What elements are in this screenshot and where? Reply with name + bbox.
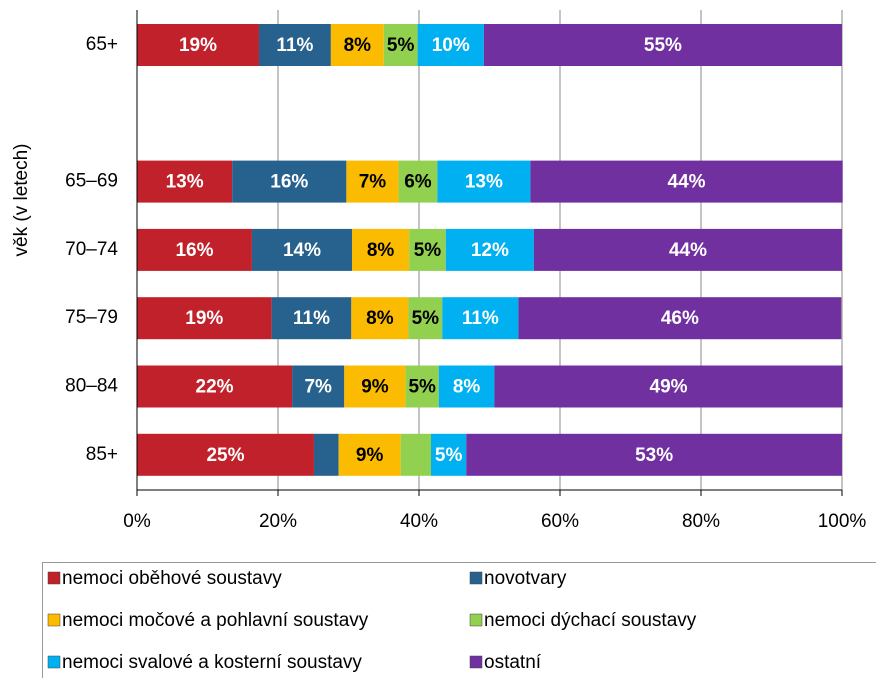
bar-segment — [258, 24, 331, 66]
bar-segment — [292, 365, 345, 408]
legend-label: ostatní — [484, 652, 542, 673]
x-tick-label: 40% — [400, 511, 438, 532]
x-tick-label: 20% — [259, 511, 297, 532]
bar-segment — [533, 228, 842, 271]
bar-segment — [409, 228, 446, 271]
value-label: 11% — [293, 308, 330, 329]
bar-segment — [430, 433, 467, 476]
value-label: 5% — [387, 35, 415, 56]
bar-segment — [232, 160, 347, 203]
value-label: 9% — [361, 377, 389, 398]
value-label: 5% — [435, 445, 463, 466]
y-axis-label: věk (v letech) — [11, 144, 32, 257]
bar-segment — [438, 365, 495, 408]
legend-swatch — [469, 655, 483, 669]
value-label: 8% — [344, 35, 372, 56]
bar-segment — [137, 228, 252, 271]
value-label: 11% — [462, 308, 499, 329]
y-tick-label: 85+ — [86, 444, 118, 465]
bar-segment — [405, 365, 439, 408]
legend-label: nemoci oběhové soustavy — [62, 568, 282, 589]
legend-swatch — [47, 571, 61, 585]
bar-segment — [137, 297, 272, 340]
y-tick-label: 65+ — [86, 34, 118, 55]
value-label: 12% — [471, 240, 509, 261]
bar-segment — [338, 433, 401, 476]
legend-swatch — [47, 655, 61, 669]
legend-label: novotvary — [484, 568, 567, 589]
value-label: 55% — [644, 35, 682, 56]
value-label: 5% — [414, 240, 442, 261]
bar-segment — [344, 365, 406, 408]
bar-segment — [445, 228, 534, 271]
value-label: 8% — [453, 377, 481, 398]
value-label: 16% — [175, 240, 213, 261]
bar-segment — [251, 228, 353, 271]
bar-segment — [137, 433, 314, 476]
legend-box — [42, 562, 876, 678]
value-label: 8% — [367, 240, 395, 261]
legend-label: nemoci močové a pohlavní soustavy — [62, 610, 369, 631]
value-label: 19% — [185, 308, 223, 329]
bar-segment — [346, 160, 399, 203]
x-tick-label: 0% — [123, 511, 151, 532]
value-label: 7% — [359, 172, 387, 193]
y-tick-label: 65–69 — [65, 171, 118, 192]
bar-segment — [137, 160, 233, 203]
value-label: 5% — [408, 377, 436, 398]
legend-swatch — [47, 613, 61, 627]
value-label: 46% — [661, 308, 699, 329]
bar-segment — [494, 365, 843, 408]
legend-swatch — [469, 571, 483, 585]
y-tick-label: 70–74 — [65, 239, 118, 260]
value-label: 19% — [179, 35, 217, 56]
value-label: 8% — [366, 308, 394, 329]
x-tick-label: 80% — [682, 511, 720, 532]
x-tick-label: 100% — [818, 511, 867, 532]
value-label: 49% — [650, 377, 688, 398]
bar-segment — [383, 24, 418, 66]
value-label: 53% — [635, 445, 673, 466]
bar-segment — [352, 228, 410, 271]
bar-segment — [330, 24, 384, 66]
value-label: 9% — [356, 445, 384, 466]
value-label: 6% — [404, 172, 432, 193]
bar-segment — [417, 24, 484, 66]
value-label: 10% — [432, 35, 470, 56]
value-label: 5% — [412, 308, 440, 329]
bar-segment — [137, 365, 293, 408]
value-label: 13% — [166, 172, 204, 193]
value-label: 44% — [668, 172, 706, 193]
bar-segment — [442, 297, 519, 340]
bar-segment — [466, 433, 842, 476]
y-tick-label: 80–84 — [65, 376, 118, 397]
bar-segment — [483, 24, 842, 66]
bar-segment — [408, 297, 443, 340]
legend-label: nemoci svalové a kosterní soustavy — [62, 652, 362, 673]
legend-swatch — [469, 613, 483, 627]
legend-label: nemoci dýchací soustavy — [484, 610, 697, 631]
value-label: 25% — [206, 445, 244, 466]
value-label: 44% — [669, 240, 707, 261]
value-label: 22% — [196, 377, 234, 398]
bar-segment — [518, 297, 842, 340]
bar-segment — [351, 297, 409, 340]
bar-segment — [271, 297, 352, 340]
bar-segment — [400, 433, 431, 476]
bar-segment — [437, 160, 531, 203]
value-label: 16% — [270, 172, 308, 193]
bar-segment — [530, 160, 843, 203]
bar-segment — [137, 24, 259, 66]
y-tick-label: 75–79 — [65, 307, 118, 328]
bar-segment — [313, 433, 339, 476]
bar-segment — [398, 160, 438, 203]
value-label: 7% — [304, 377, 332, 398]
value-label: 13% — [465, 172, 503, 193]
value-label: 11% — [276, 35, 313, 56]
value-label: 14% — [283, 240, 321, 261]
x-tick-label: 60% — [541, 511, 579, 532]
